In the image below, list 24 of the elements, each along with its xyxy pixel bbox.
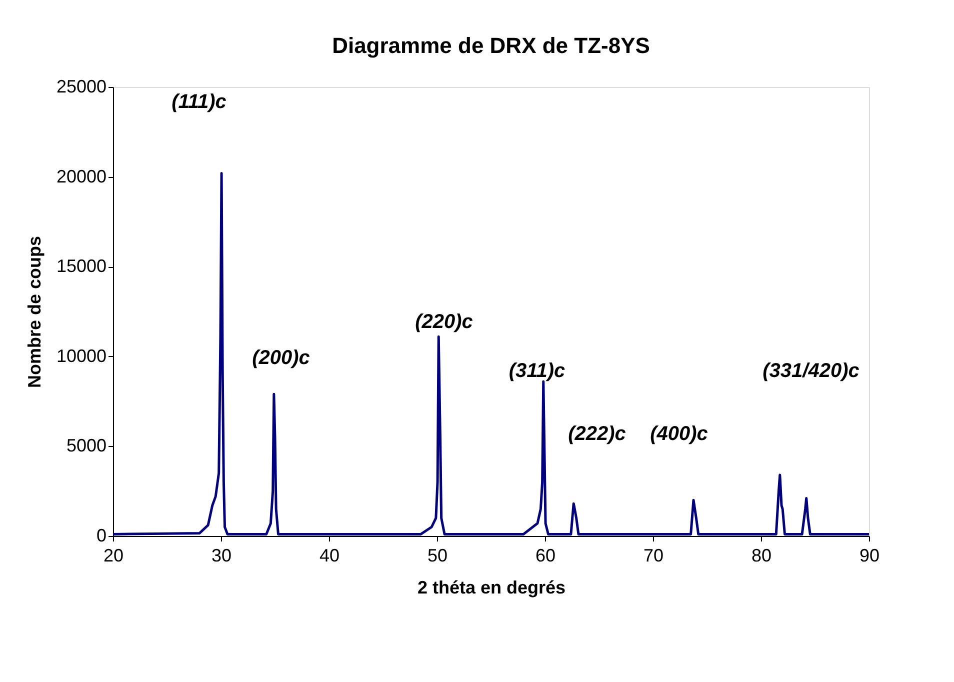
y-tick-label: 20000 — [56, 166, 106, 186]
annotation: (220)c — [415, 311, 473, 333]
chart-title: Diagramme de DRX de TZ-8YS — [332, 33, 650, 58]
x-tick-label: 60 — [535, 546, 556, 566]
x-tick-label: 30 — [211, 546, 232, 566]
annotation: (200)c — [252, 347, 310, 369]
x-tick-label: 50 — [427, 546, 448, 566]
annotation: (111)c — [172, 91, 226, 113]
y-tick-label: 0 — [96, 526, 106, 546]
annotation: (311)c — [508, 360, 566, 382]
x-tick-label: 80 — [751, 546, 772, 566]
annotation: (331/420)c — [762, 360, 860, 382]
annotation: (400)c — [650, 423, 708, 445]
y-tick-label: 10000 — [56, 346, 106, 366]
x-tick-label: 40 — [319, 546, 340, 566]
y-tick-label: 5000 — [66, 436, 106, 456]
y-tick-label: 25000 — [56, 76, 106, 96]
y-axis-title: Nombre de coups — [24, 236, 44, 388]
x-tick-label: 90 — [859, 546, 880, 566]
x-tick-label: 20 — [103, 546, 124, 566]
x-axis-title: 2 théta en degrés — [417, 578, 566, 598]
annotation: (222)c — [568, 423, 626, 445]
x-tick-label: 70 — [643, 546, 664, 566]
y-tick-label: 15000 — [56, 256, 106, 276]
